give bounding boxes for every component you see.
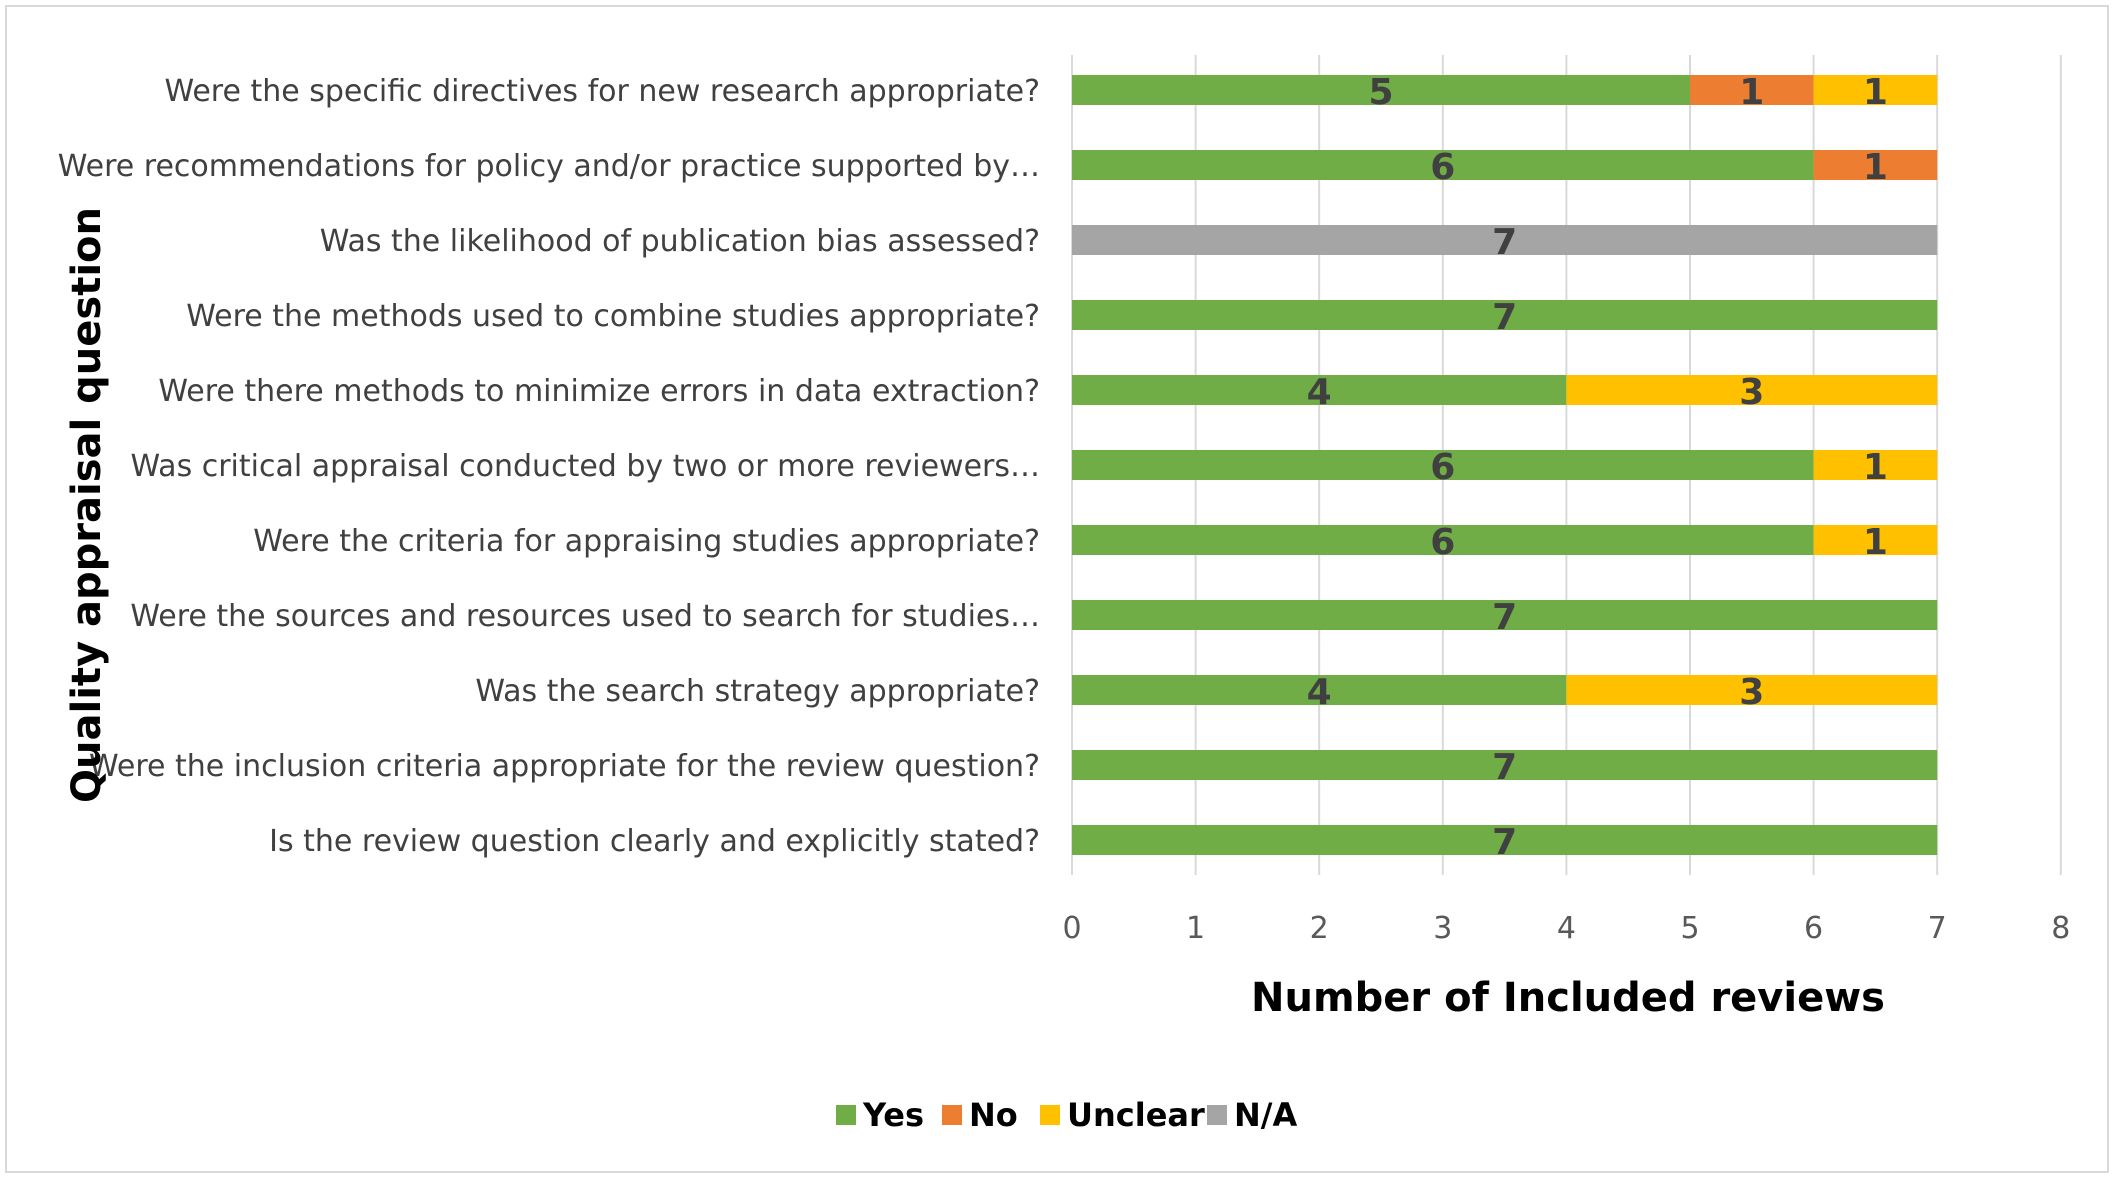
bar-segment-no [1690, 75, 1814, 105]
data-label: 3 [1739, 672, 1764, 713]
category-label: Were there methods to minimize errors in… [158, 374, 1040, 409]
x-tick-label-0: 0 [1062, 911, 1081, 946]
data-label: 1 [1863, 72, 1888, 113]
data-label: 4 [1307, 372, 1332, 413]
legend-label-no: No [969, 1096, 1018, 1134]
x-tick-label-3: 3 [1433, 911, 1452, 946]
data-label: 3 [1739, 372, 1764, 413]
legend-swatch-no [942, 1105, 962, 1125]
data-label: 7 [1492, 597, 1517, 638]
bar-segment-unclear [1813, 450, 1938, 480]
y-axis-title: Quality appraisal question [64, 207, 110, 803]
category-label: Were recommendations for policy and/or p… [58, 149, 1040, 184]
data-label: 1 [1863, 447, 1888, 488]
data-label: 7 [1492, 822, 1517, 863]
category-labels: Were the specific directives for new res… [58, 74, 1040, 859]
x-tick-label-5: 5 [1680, 911, 1699, 946]
data-label: 6 [1430, 147, 1455, 188]
legend-label-na: N/A [1234, 1096, 1297, 1134]
x-tick-label-2: 2 [1310, 911, 1329, 946]
data-label: 7 [1492, 747, 1517, 788]
data-label: 1 [1863, 522, 1888, 563]
data-label: 7 [1492, 297, 1517, 338]
data-label: 5 [1368, 72, 1393, 113]
x-tick-labels: 0 1 2 3 4 5 6 7 8 [1062, 911, 2070, 946]
x-tick-label-8: 8 [2051, 911, 2070, 946]
x-tick-label-6: 6 [1804, 911, 1823, 946]
data-label: 4 [1307, 672, 1332, 713]
x-tick-label-1: 1 [1186, 911, 1205, 946]
bar-segment-unclear [1566, 375, 1938, 405]
data-label: 1 [1863, 147, 1888, 188]
legend-label-yes: Yes [862, 1096, 924, 1134]
bar-segment-no [1813, 150, 1938, 180]
legend-label-unclear: Unclear [1067, 1096, 1205, 1134]
bar-segment-yes [1072, 450, 1814, 480]
data-label: 6 [1430, 447, 1455, 488]
category-label: Were the specific directives for new res… [164, 74, 1040, 109]
x-tick-label-7: 7 [1928, 911, 1947, 946]
chart-frame [5, 5, 2109, 1173]
bar-segment-yes [1072, 825, 1938, 855]
legend-swatch-na [1207, 1105, 1227, 1125]
bar-segment-unclear [1813, 525, 1938, 555]
category-label: Was the likelihood of publication bias a… [320, 224, 1040, 259]
category-label: Were the inclusion criteria appropriate … [89, 749, 1040, 784]
bar-segment-yes [1072, 375, 1567, 405]
category-label: Were the methods used to combine studies… [186, 299, 1040, 334]
x-axis-title: Number of Included reviews [1251, 975, 1885, 1021]
bar-segment-unclear [1566, 675, 1938, 705]
legend-swatch-yes [836, 1105, 856, 1125]
bar-segment-yes [1072, 300, 1938, 330]
bar-segment-yes [1072, 150, 1814, 180]
category-label: Is the review question clearly and expli… [269, 824, 1040, 859]
category-label: Was critical appraisal conducted by two … [130, 449, 1040, 484]
category-label: Was the search strategy appropriate? [475, 674, 1040, 709]
bar-segment-yes [1072, 525, 1814, 555]
bar-segment-unclear [1813, 75, 1938, 105]
data-label: 6 [1430, 522, 1455, 563]
bar-segment-yes [1072, 750, 1938, 780]
data-label: 7 [1492, 222, 1517, 263]
legend-swatch-unclear [1040, 1105, 1060, 1125]
category-label: Were the sources and resources used to s… [130, 599, 1040, 634]
category-label: Were the criteria for appraising studies… [253, 524, 1040, 559]
bar-segment-na [1072, 225, 1938, 255]
bar-segment-yes [1072, 675, 1567, 705]
bar-segment-yes [1072, 75, 1690, 105]
bar-segment-yes [1072, 600, 1938, 630]
legend: Yes No Unclear N/A [836, 1096, 1297, 1134]
data-label: 1 [1739, 72, 1764, 113]
x-tick-label-4: 4 [1557, 911, 1576, 946]
